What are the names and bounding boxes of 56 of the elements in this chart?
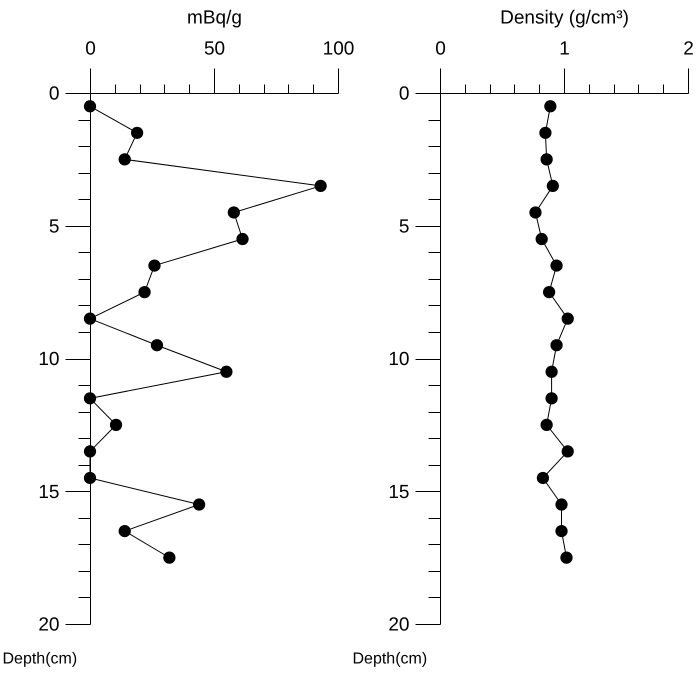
point <box>118 524 131 538</box>
y-tick-label: 20 <box>38 614 60 636</box>
x-tick-label: 1 <box>559 38 570 60</box>
point <box>314 180 327 192</box>
x-tick-label: 0 <box>85 38 96 60</box>
point <box>163 552 176 564</box>
y-tick-label: 0 <box>398 84 410 104</box>
point <box>550 339 563 352</box>
point <box>560 552 573 564</box>
point <box>228 206 240 219</box>
point <box>539 126 552 139</box>
x-tick-label: 50 <box>204 38 226 60</box>
point <box>562 445 574 458</box>
point <box>546 180 559 192</box>
x-tick-label: 0 <box>435 38 446 60</box>
point <box>545 366 558 378</box>
point <box>236 232 249 246</box>
point <box>544 100 556 112</box>
point <box>536 232 548 246</box>
point <box>550 259 563 272</box>
y-tick-label: 5 <box>398 216 410 238</box>
point <box>148 259 161 272</box>
point <box>540 418 553 431</box>
point <box>150 339 164 352</box>
y-tick-label: 10 <box>38 349 60 370</box>
y-axis-title: Depth(cm) <box>352 650 428 668</box>
point <box>84 472 96 484</box>
x-axis-title: Density (g/cm³) <box>500 8 629 28</box>
y-tick-label: 0 <box>48 84 60 104</box>
point <box>536 472 550 484</box>
point <box>540 153 553 166</box>
y-tick-label: 15 <box>38 482 60 503</box>
point <box>529 206 542 219</box>
point <box>220 366 233 378</box>
point <box>562 312 574 325</box>
point <box>192 498 206 511</box>
point <box>84 445 96 458</box>
y-tick-label: 5 <box>48 216 60 238</box>
y-tick-label: 15 <box>388 482 410 503</box>
y-axis-title: Depth(cm) <box>2 650 78 668</box>
y-tick-label: 10 <box>388 349 410 370</box>
point <box>555 498 568 511</box>
point <box>545 392 558 404</box>
point <box>138 286 151 298</box>
point <box>84 392 96 404</box>
point <box>555 524 568 538</box>
point <box>110 418 122 431</box>
x-tick-label: 2 <box>683 38 694 60</box>
x-tick-label: 100 <box>322 38 354 60</box>
x-axis-title: mBq/g <box>187 8 242 28</box>
point <box>84 100 96 112</box>
point <box>130 126 144 139</box>
point <box>542 286 556 298</box>
y-tick-label: 20 <box>388 614 410 636</box>
point <box>84 312 96 325</box>
point <box>118 153 131 166</box>
